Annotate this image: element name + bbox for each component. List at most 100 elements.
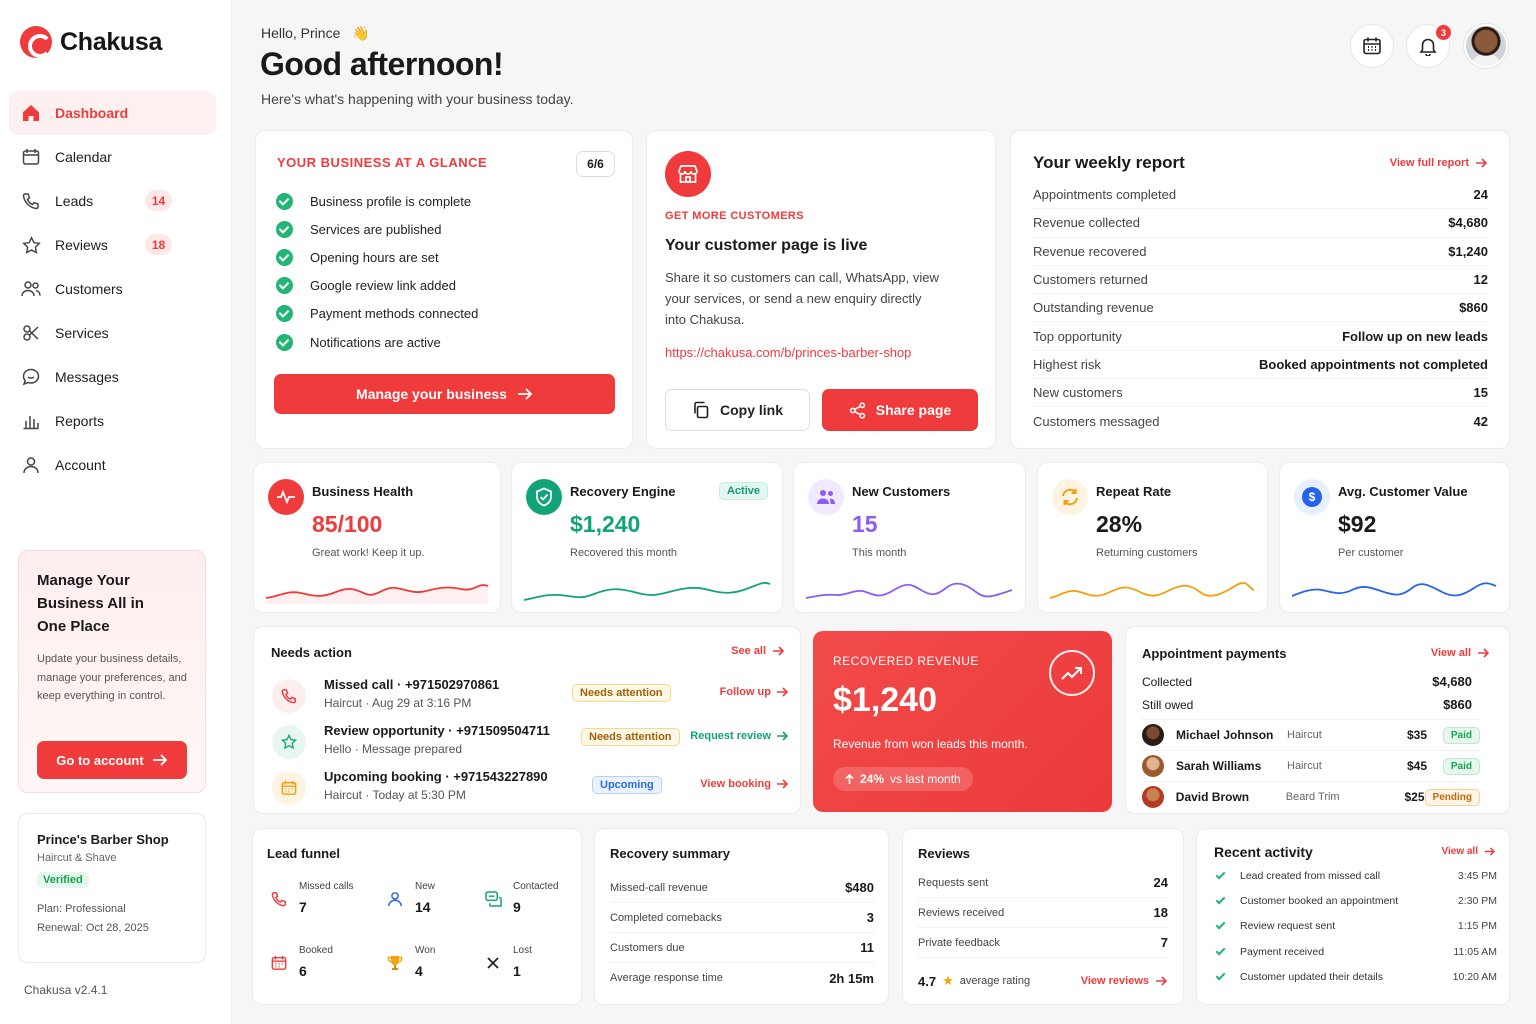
manage-business-button[interactable]: Manage your business xyxy=(274,374,615,414)
weekly-report-card: Your weekly report View full report Appo… xyxy=(1010,130,1510,449)
notifications-button[interactable]: 3 xyxy=(1406,24,1451,68)
sidebar-item-account[interactable]: Account xyxy=(9,443,216,487)
table-row: Customers due 11 xyxy=(610,933,874,963)
follow-up-link[interactable]: Follow up xyxy=(720,686,788,698)
recovery-engine-card[interactable]: Recovery Engine Active $1,240 Recovered … xyxy=(511,462,783,613)
funnel-label: New xyxy=(415,881,436,892)
verified-badge: Verified xyxy=(37,872,89,888)
check-icon xyxy=(1215,971,1226,982)
sidebar-item-reports[interactable]: Reports xyxy=(9,399,216,443)
arrow-right-icon xyxy=(777,687,788,697)
funnel-won[interactable]: Won 4 xyxy=(381,945,481,995)
metric-title: Business Health xyxy=(312,484,414,499)
row-value: $860 xyxy=(1443,697,1472,712)
link-label: See all xyxy=(731,645,766,657)
sidebar-item-services[interactable]: Services xyxy=(9,311,216,355)
table-row[interactable]: Sarah Williams Haircut $45 Paid xyxy=(1142,750,1480,781)
sidebar-item-dashboard[interactable]: Dashboard xyxy=(9,91,216,135)
user-avatar[interactable] xyxy=(1464,24,1508,68)
repeat-rate-card[interactable]: Repeat Rate 28% Returning customers xyxy=(1037,462,1268,613)
recovery-sparkline xyxy=(524,581,771,601)
wave-icon: 👋 xyxy=(352,25,370,41)
go-to-account-button[interactable]: Go to account xyxy=(37,741,187,779)
share-page-button[interactable]: Share page xyxy=(822,389,978,431)
promo-text: Update your business details, manage you… xyxy=(37,653,187,702)
row-label: Missed-call revenue xyxy=(610,881,708,894)
store-icon xyxy=(665,151,711,197)
button-label: Copy link xyxy=(719,402,783,418)
row-value: $860 xyxy=(1459,300,1488,316)
metric-subtitle: Per customer xyxy=(1338,547,1404,559)
service-name: Haircut xyxy=(1287,760,1322,772)
funnel-lost[interactable]: Lost 1 xyxy=(479,945,579,995)
sidebar-item-reviews[interactable]: Reviews 18 xyxy=(9,223,216,267)
repeat-sparkline xyxy=(1050,582,1255,599)
shop-renewal: Renewal: Oct 28, 2025 xyxy=(37,922,149,934)
brand-logo[interactable]: Chakusa xyxy=(20,26,162,58)
see-all-link[interactable]: See all xyxy=(731,645,784,657)
view-booking-link[interactable]: View booking xyxy=(700,778,788,790)
page-subtitle: Here's what's happening with your busine… xyxy=(261,91,574,107)
sidebar-item-messages[interactable]: Messages xyxy=(9,355,216,399)
table-row: Requests sent 24 xyxy=(918,868,1168,898)
funnel-value: 7 xyxy=(299,899,307,915)
sidebar-item-calendar[interactable]: Calendar xyxy=(9,135,216,179)
change-value: 24% xyxy=(860,772,885,786)
business-health-card[interactable]: Business Health 85/100 Great work! Keep … xyxy=(253,462,501,613)
arrow-right-icon xyxy=(1156,976,1167,986)
view-full-report-link[interactable]: View full report xyxy=(1390,157,1487,169)
copy-link-button[interactable]: Copy link xyxy=(665,389,810,431)
view-all-payments-link[interactable]: View all xyxy=(1431,647,1489,659)
activity-time: 10:20 AM xyxy=(1452,970,1497,983)
user-icon xyxy=(21,455,41,475)
customer-page-link[interactable]: https://chakusa.com/b/princes-barber-sho… xyxy=(665,345,912,360)
row-label: Outstanding revenue xyxy=(1033,300,1154,316)
avg-customer-value-card[interactable]: $ Avg. Customer Value $92 Per customer xyxy=(1279,462,1510,613)
recovery-summary-title: Recovery summary xyxy=(610,846,730,861)
funnel-contacted[interactable]: Contacted 9 xyxy=(479,881,579,931)
row-label: Reviews received xyxy=(918,906,1005,919)
check-icon xyxy=(1215,870,1226,881)
activity-text: Payment received xyxy=(1240,945,1325,958)
funnel-missed-calls[interactable]: Missed calls 7 xyxy=(265,881,365,931)
share-icon xyxy=(849,401,865,419)
row-label: Highest risk xyxy=(1033,356,1101,372)
star-icon: ★ xyxy=(942,973,954,988)
action-phone: +971502970861 xyxy=(404,677,500,692)
row-label: Collected xyxy=(1142,674,1193,689)
reviews-title: Reviews xyxy=(918,846,971,861)
arrow-up-icon xyxy=(845,773,854,784)
funnel-new[interactable]: New 14 xyxy=(381,881,481,931)
link-label: Request review xyxy=(690,730,771,742)
request-review-link[interactable]: Request review xyxy=(690,730,788,742)
metric-title: New Customers xyxy=(852,484,951,499)
sidebar-item-leads[interactable]: Leads 14 xyxy=(9,179,216,223)
funnel-booked[interactable]: Booked 6 xyxy=(265,945,365,995)
checklist-label: Payment methods connected xyxy=(310,306,479,322)
check-circle-icon xyxy=(276,248,293,266)
link-label: View all xyxy=(1430,647,1471,659)
action-type: Missed call xyxy=(324,677,394,692)
view-reviews-link[interactable]: View reviews xyxy=(1081,975,1167,987)
table-row: Completed comebacks 3 xyxy=(610,903,874,933)
shop-card[interactable]: Prince's Barber Shop Haircut & Shave Ver… xyxy=(18,813,206,963)
new-customers-card[interactable]: New Customers 15 This month xyxy=(793,462,1026,613)
view-all-activity-link[interactable]: View all xyxy=(1441,846,1495,857)
action-subtitle: Haircut · Today at 5:30 PM xyxy=(324,788,466,802)
row-label: Top opportunity xyxy=(1033,328,1122,344)
action-service: Haircut xyxy=(324,788,363,802)
calendar-button[interactable] xyxy=(1350,24,1394,68)
metric-subtitle: This month xyxy=(852,547,907,559)
recovered-revenue-card[interactable]: RECOVERED REVENUE $1,240 Revenue from wo… xyxy=(813,631,1112,812)
row-label: Average response time xyxy=(610,972,723,984)
funnel-label: Booked xyxy=(299,945,333,956)
table-row[interactable]: Michael Johnson Haircut $35 Paid xyxy=(1142,719,1480,750)
funnel-label: Lost xyxy=(513,945,532,956)
dollar-coin-icon: $ xyxy=(1302,487,1322,507)
table-row[interactable]: David Brown Beard Trim $25 Pending xyxy=(1142,781,1480,812)
service-name: Beard Trim xyxy=(1285,791,1340,803)
shop-category: Haircut & Shave xyxy=(37,852,117,864)
metric-subtitle: Returning customers xyxy=(1096,547,1198,559)
sidebar-item-customers[interactable]: Customers xyxy=(9,267,216,311)
row-label: Requests sent xyxy=(918,876,989,889)
